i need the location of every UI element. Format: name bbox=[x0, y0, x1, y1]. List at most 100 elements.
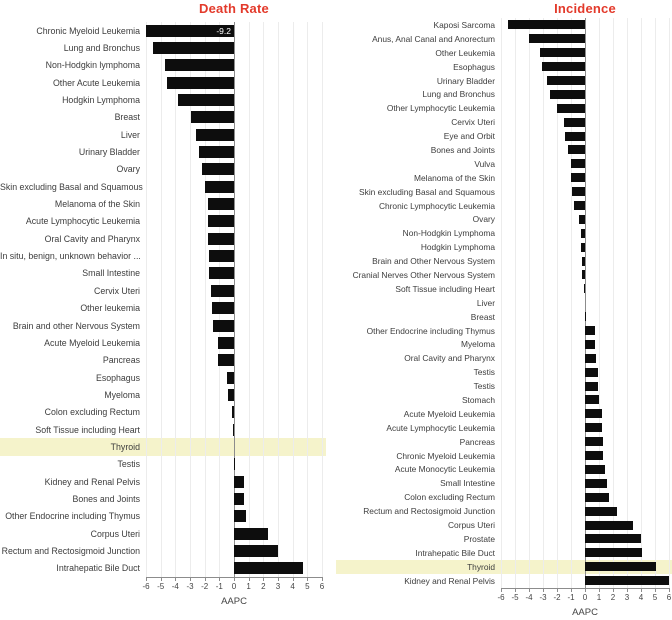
plot-cell bbox=[501, 379, 672, 393]
category-label: Bones and Joints bbox=[72, 493, 141, 504]
chart-title-incidence: Incidence bbox=[554, 1, 616, 16]
plot-cell bbox=[146, 195, 326, 212]
plot-cell bbox=[501, 574, 672, 588]
bar bbox=[557, 103, 585, 113]
tick-label: -5 bbox=[511, 592, 519, 602]
category-label: Lung and Bronchus bbox=[63, 43, 140, 54]
bar bbox=[585, 520, 633, 530]
incidence-x-axis-label: AAPC bbox=[572, 606, 598, 618]
tick-label: -6 bbox=[142, 582, 150, 592]
category-label: Cranial Nerves Other Nervous System bbox=[352, 269, 495, 280]
bar-row: Urinary Bladder bbox=[0, 143, 326, 160]
category-label: Colon excluding Rectum bbox=[44, 407, 140, 418]
plot-cell bbox=[146, 300, 326, 317]
tick-label: -3 bbox=[539, 592, 547, 602]
tick-label: 0 bbox=[582, 592, 588, 602]
category-label: Stomach bbox=[461, 394, 495, 405]
axis-tick bbox=[655, 587, 656, 592]
plot-cell bbox=[501, 101, 672, 115]
plot-cell bbox=[501, 282, 672, 296]
category-label: Myeloma bbox=[461, 339, 495, 350]
plot-cell bbox=[146, 386, 326, 403]
plot-cell bbox=[501, 435, 672, 449]
bar bbox=[207, 215, 234, 228]
category-label: Other leukemia bbox=[80, 303, 140, 314]
bar bbox=[581, 256, 585, 266]
category-label: Ovary bbox=[116, 164, 140, 175]
bar-row: Brain and other Nervous System bbox=[0, 317, 326, 334]
category-label: Testis bbox=[117, 459, 141, 470]
bar bbox=[550, 89, 585, 99]
bar bbox=[585, 409, 602, 419]
plot-cell bbox=[501, 449, 672, 463]
plot-cell bbox=[146, 438, 326, 455]
bar-row: Small Intestine bbox=[0, 265, 326, 282]
tick-label: 2 bbox=[261, 582, 266, 592]
bar bbox=[585, 478, 608, 488]
bar bbox=[231, 406, 234, 419]
category-label: Oral Cavity and Pharynx bbox=[44, 233, 140, 244]
axis-tick bbox=[641, 587, 642, 592]
plot-cell bbox=[146, 490, 326, 507]
bar bbox=[585, 548, 643, 558]
axis-tick bbox=[160, 577, 162, 582]
category-label: Small Intestine bbox=[440, 478, 495, 489]
category-label: Pancreas bbox=[459, 436, 495, 447]
bar bbox=[585, 506, 618, 516]
bar-row: Skin excluding Basal and Squamous bbox=[336, 185, 672, 199]
category-label: Prostate bbox=[463, 533, 495, 544]
bar bbox=[585, 534, 641, 544]
category-label: Hodgkin Lymphoma bbox=[420, 242, 495, 253]
plot-cell bbox=[501, 407, 672, 421]
category-label: Acute Lymphocytic Leukemia bbox=[25, 216, 140, 227]
tick-label: -1 bbox=[567, 592, 575, 602]
bar-row: Liver bbox=[0, 126, 326, 143]
bar-row: Brain and Other Nervous System bbox=[336, 254, 672, 268]
bar bbox=[209, 267, 234, 280]
bar-row: Other Endocrine including Thymus bbox=[0, 508, 326, 525]
bar-row: Testis bbox=[336, 379, 672, 393]
axis-tick bbox=[322, 577, 323, 582]
bar bbox=[198, 146, 234, 159]
plot-cell bbox=[146, 265, 326, 282]
plot-cell bbox=[146, 560, 326, 577]
axis-tick bbox=[263, 577, 265, 582]
category-label: Thyroid bbox=[467, 561, 495, 572]
category-label: Testis bbox=[473, 381, 495, 392]
plot-cell bbox=[501, 546, 672, 560]
tick-label: -2 bbox=[553, 592, 561, 602]
bar-row: Prostate bbox=[336, 532, 672, 546]
category-label: In situ, benign, unknown behavior ... bbox=[0, 251, 141, 262]
bar-row: Ovary bbox=[336, 212, 672, 226]
bar bbox=[209, 250, 234, 263]
plot-cell bbox=[501, 115, 672, 129]
bar bbox=[585, 339, 595, 349]
category-label: Kaposi Sarcoma bbox=[433, 19, 495, 30]
plot-cell bbox=[146, 473, 326, 490]
category-label: Urinary Bladder bbox=[78, 147, 140, 158]
axis-tick bbox=[219, 577, 221, 582]
plot-cell bbox=[146, 508, 326, 525]
axis-tick bbox=[557, 587, 558, 592]
plot-cell bbox=[501, 60, 672, 74]
category-label: Rectum and Rectosigmoid Junction bbox=[1, 545, 140, 556]
plot-cell bbox=[501, 560, 672, 574]
tick-label: 5 bbox=[305, 582, 310, 592]
bar-row: Colon excluding Rectum bbox=[0, 404, 326, 421]
category-label: Corpus Uteri bbox=[90, 528, 140, 539]
plot-cell bbox=[501, 365, 672, 379]
bar bbox=[234, 458, 236, 471]
axis-tick bbox=[627, 587, 628, 592]
plot-cell bbox=[501, 324, 672, 338]
bar bbox=[585, 395, 599, 405]
plot-cell bbox=[501, 143, 672, 157]
axis-tick bbox=[234, 577, 235, 582]
plot-cell bbox=[501, 74, 672, 88]
bar-row: Other Endocrine including Thymus bbox=[336, 324, 672, 338]
category-label: Myeloma bbox=[104, 389, 140, 400]
plot-cell bbox=[501, 310, 672, 324]
tick-label: 1 bbox=[596, 592, 602, 602]
plot-cell bbox=[501, 212, 672, 226]
bar bbox=[210, 284, 234, 297]
bar bbox=[583, 284, 585, 294]
